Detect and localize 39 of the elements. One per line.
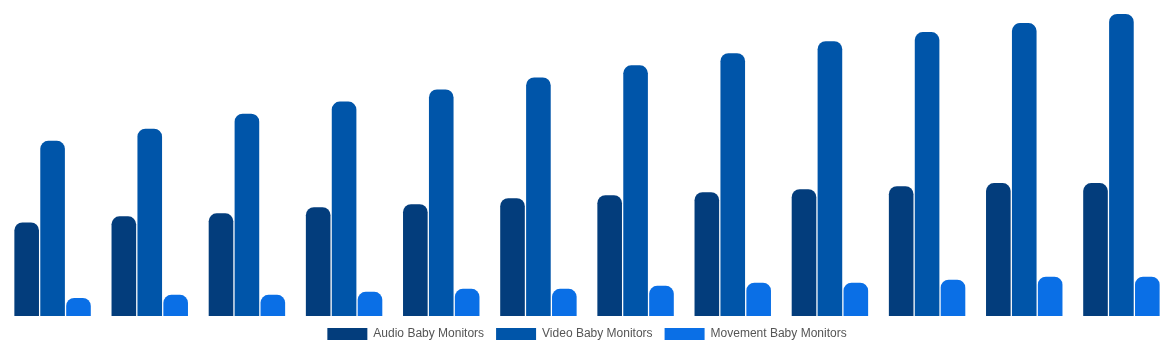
bar bbox=[746, 282, 771, 316]
bar bbox=[552, 288, 577, 316]
bar bbox=[14, 222, 39, 316]
bar bbox=[694, 192, 720, 316]
bar bbox=[914, 32, 940, 316]
bar bbox=[137, 128, 163, 316]
bar bbox=[940, 279, 966, 316]
bar bbox=[403, 204, 428, 316]
legend-label: Video Baby Monitors bbox=[542, 326, 653, 341]
bar bbox=[163, 294, 188, 316]
bar bbox=[986, 183, 1011, 316]
bar bbox=[454, 288, 480, 316]
bar bbox=[791, 189, 817, 316]
bar bbox=[234, 113, 260, 316]
bar bbox=[260, 294, 286, 316]
bar bbox=[817, 41, 843, 316]
bar bbox=[1011, 23, 1037, 316]
bar bbox=[1083, 183, 1108, 316]
bar bbox=[111, 216, 137, 316]
bar bbox=[428, 89, 454, 316]
bar bbox=[720, 53, 746, 316]
bar bbox=[623, 65, 648, 316]
bar bbox=[40, 140, 65, 316]
bar bbox=[305, 207, 331, 316]
bar bbox=[331, 101, 357, 316]
bar bbox=[649, 285, 674, 316]
bar bbox=[888, 186, 914, 316]
bar bbox=[1135, 276, 1160, 316]
bar bbox=[843, 282, 869, 316]
bar bbox=[208, 213, 234, 316]
bar bbox=[526, 77, 551, 316]
bar bbox=[500, 198, 525, 316]
legend-label: Movement Baby Monitors bbox=[710, 326, 847, 341]
bar bbox=[1109, 14, 1134, 316]
bar bbox=[1037, 276, 1063, 316]
bar bbox=[597, 195, 622, 316]
bar bbox=[66, 297, 91, 316]
legend-label: Audio Baby Monitors bbox=[373, 326, 485, 341]
bar bbox=[357, 291, 383, 316]
